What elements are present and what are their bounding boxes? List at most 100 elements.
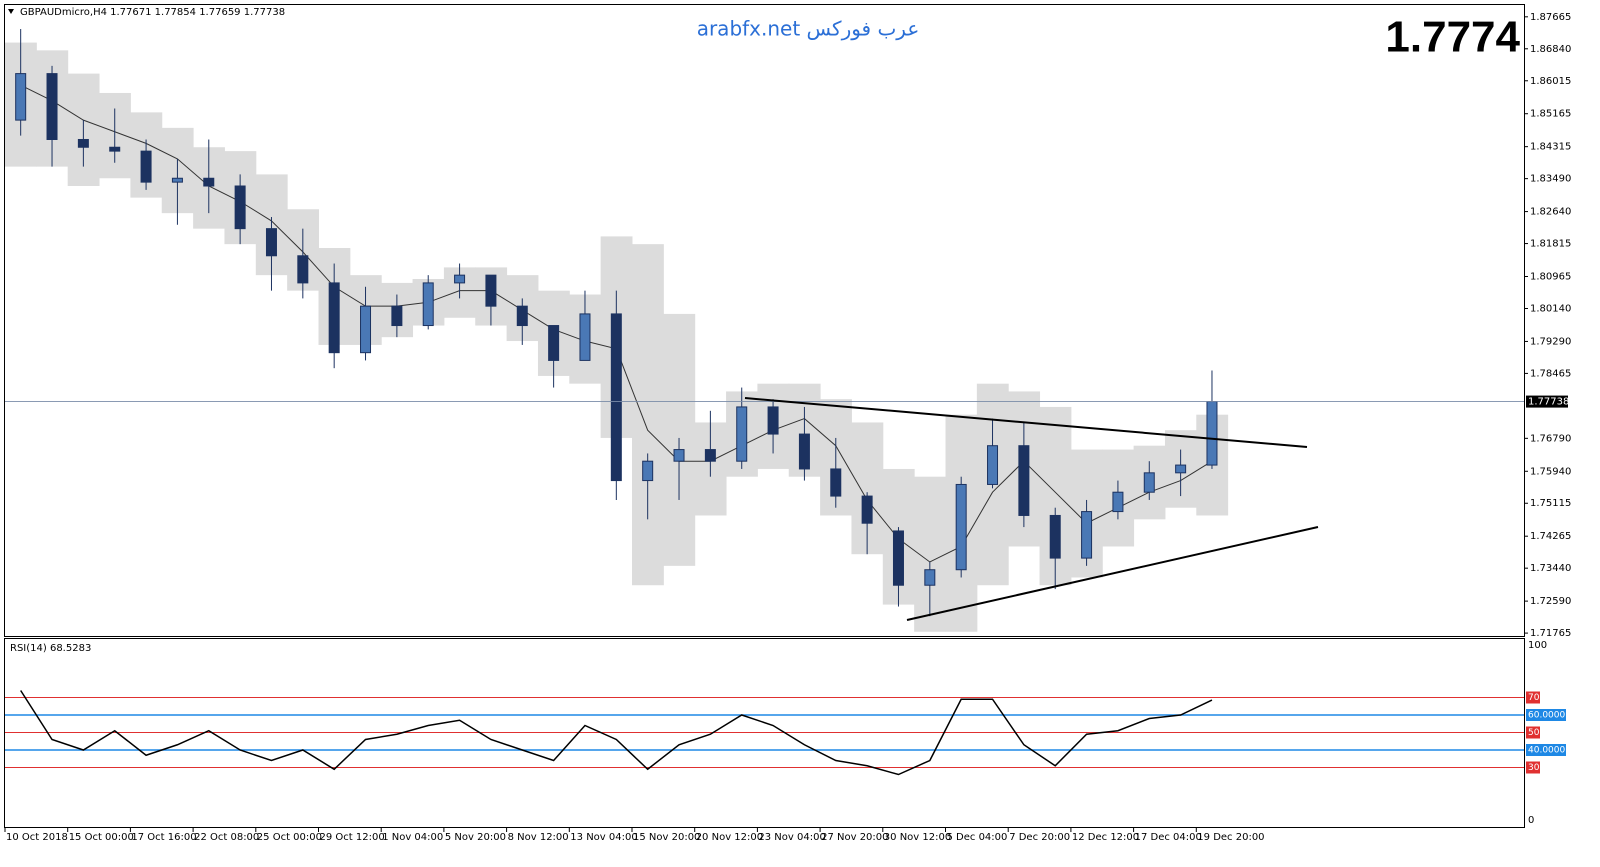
candle-body	[391, 305, 403, 327]
level-tag	[1526, 709, 1566, 721]
x-tick-label: 17 Dec 04:00	[1135, 832, 1202, 843]
candle-body	[736, 406, 748, 462]
rsi-pane	[4, 638, 1525, 828]
y-tick-label: 100	[1528, 640, 1547, 651]
level-tag	[1526, 726, 1540, 739]
x-tick-label: 19 Dec 20:00	[1197, 832, 1264, 843]
level-label: 40.0000	[1528, 746, 1565, 756]
candle-body	[15, 73, 27, 121]
x-tick-label: 5 Nov 20:00	[445, 832, 506, 843]
x-tick-label: 15 Nov 20:00	[633, 832, 700, 843]
x-tick-label: 7 Dec 20:00	[1009, 832, 1070, 843]
candle-body	[987, 445, 999, 485]
x-tick-label: 22 Oct 08:00	[194, 832, 259, 843]
x-tick-label: 17 Oct 16:00	[131, 832, 196, 843]
x-tick-label: 27 Nov 20:00	[821, 832, 888, 843]
y-tick-label: 1.85165	[1530, 109, 1571, 120]
candle-body	[422, 282, 434, 327]
symbol-arrow	[8, 9, 14, 14]
level-tag	[1526, 744, 1566, 756]
rsi-title: RSI(14) 68.5283	[10, 643, 91, 654]
y-tick-label: 1.83490	[1530, 174, 1571, 185]
candle-body	[1206, 401, 1218, 466]
candle-body	[642, 460, 654, 482]
candle-body	[767, 406, 779, 435]
trendline-upper	[744, 397, 1308, 448]
candle-body	[861, 495, 873, 524]
y-tick-label: 1.86840	[1530, 44, 1571, 55]
rsi-line	[20, 690, 1213, 776]
trendline-lower	[906, 526, 1319, 621]
y-tick-label: 1.80140	[1530, 303, 1571, 314]
y-tick-label: 1.78465	[1530, 368, 1571, 379]
candle-body	[516, 305, 528, 327]
candle-body	[1018, 445, 1030, 516]
candle-body	[485, 274, 497, 307]
candle-body	[171, 177, 183, 183]
level-label: 60.0000	[1528, 711, 1565, 721]
y-tick-label: 1.74265	[1530, 531, 1571, 542]
y-tick-label: 1.73440	[1530, 563, 1571, 574]
x-tick-label: 5 Dec 04:00	[947, 832, 1008, 843]
y-tick-label: 1.81815	[1530, 239, 1571, 250]
candle-body	[360, 305, 372, 354]
x-tick-label: 30 Nov 12:00	[884, 832, 951, 843]
candle-body	[297, 255, 309, 284]
y-tick-label: 1.75115	[1530, 498, 1571, 509]
y-tick-label: 1.86015	[1530, 76, 1571, 87]
candle-body	[1175, 464, 1187, 474]
candle-body	[548, 325, 560, 361]
candle-body	[77, 138, 89, 148]
level-label: 70	[1528, 693, 1540, 703]
level-tag	[1526, 691, 1540, 704]
current-price-label: 1.77738	[1528, 397, 1569, 408]
candle-body	[46, 73, 58, 140]
x-tick-label: 8 Nov 12:00	[508, 832, 569, 843]
level-tag	[1526, 761, 1540, 774]
x-tick-label: 12 Dec 12:00	[1072, 832, 1139, 843]
candle-body	[610, 313, 622, 482]
price-display: 1.7774	[1385, 13, 1520, 62]
y-tick-label: 1.75940	[1530, 466, 1571, 477]
candle-body	[579, 313, 591, 361]
x-tick-label: 23 Nov 04:00	[758, 832, 825, 843]
candle-body	[140, 150, 152, 183]
band	[632, 244, 664, 586]
x-tick-label: 1 Nov 04:00	[382, 832, 443, 843]
y-tick-label: 1.76790	[1530, 433, 1571, 444]
y-tick-label: 1.79290	[1530, 336, 1571, 347]
candle-body	[109, 146, 121, 152]
x-tick-label: 25 Oct 00:00	[257, 832, 322, 843]
candle-body	[673, 449, 685, 462]
candle-body	[203, 177, 215, 187]
y-tick-label: 1.71765	[1530, 628, 1571, 639]
candle-body	[892, 530, 904, 586]
symbol-label: GBPAUDmicro,H4 1.77671 1.77854 1.77659 1…	[20, 7, 285, 18]
candle-body	[704, 449, 716, 462]
candle-body	[1049, 514, 1061, 559]
x-tick-label: 13 Nov 04:00	[570, 832, 637, 843]
y-tick-label: 1.80965	[1530, 272, 1571, 283]
price-pane	[4, 4, 1525, 637]
candle-body	[454, 274, 466, 284]
candle-body	[798, 433, 810, 470]
candle-body	[955, 483, 967, 571]
y-tick-label: 1.82640	[1530, 207, 1571, 218]
x-tick-label: 15 Oct 00:00	[69, 832, 134, 843]
current-price-tag	[1526, 395, 1568, 408]
level-label: 30	[1528, 763, 1540, 773]
x-tick-label: 20 Nov 12:00	[696, 832, 763, 843]
candle-body	[234, 185, 246, 230]
level-label: 50	[1528, 728, 1540, 738]
candle-body	[1143, 472, 1155, 493]
candle-body	[924, 569, 936, 586]
candle-body	[328, 282, 340, 354]
x-tick-label: 10 Oct 2018	[6, 832, 68, 843]
x-tick-label: 29 Oct 12:00	[320, 832, 385, 843]
y-tick-label: 1.87665	[1530, 12, 1571, 23]
candle-body	[830, 468, 842, 497]
candle-body	[265, 228, 277, 257]
candle-body	[1081, 511, 1093, 559]
y-tick-label: 1.84315	[1530, 142, 1571, 153]
